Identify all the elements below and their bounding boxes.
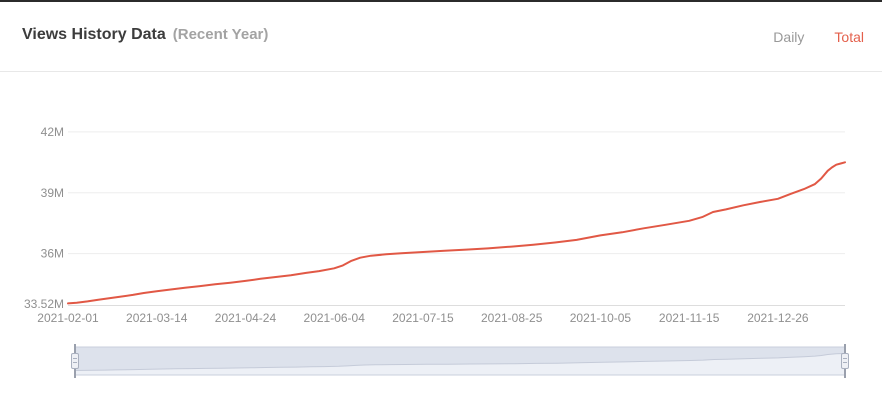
chart-title: Views History Data (22, 26, 166, 43)
slider-handle-right[interactable] (841, 353, 849, 369)
slider-data-shadow-line (74, 353, 846, 371)
x-axis-tick-label: 2021-08-25 (481, 311, 543, 325)
y-axis-tick-label: 36M (41, 247, 64, 261)
x-axis-tick-label: 2021-04-24 (215, 311, 277, 325)
y-axis-tick-label: 42M (41, 125, 64, 139)
y-axis-tick-label: 39M (41, 186, 64, 200)
slider-handle-left[interactable] (71, 353, 79, 369)
x-axis-tick-label: 2021-10-05 (570, 311, 632, 325)
chart-subtitle: (Recent Year) (172, 26, 269, 43)
toggle-total[interactable]: Total (834, 29, 864, 45)
y-axis-tick-label: 33.52M (24, 297, 64, 311)
x-axis-tick-label: 2021-11-15 (659, 311, 720, 325)
toggle-daily[interactable]: Daily (773, 29, 805, 45)
views-series-line (67, 161, 846, 305)
slider-data-shadow-area (75, 353, 845, 375)
x-axis-tick-label: 2021-03-14 (126, 311, 188, 325)
x-axis-tick-label: 2021-02-01 (37, 311, 99, 325)
x-axis-tick-label: 2021-06-04 (304, 311, 366, 325)
mode-toggle: Daily Total (773, 29, 864, 45)
panel-header: Views History Data (Recent Year) Daily T… (0, 2, 882, 72)
x-axis-tick-label: 2021-07-15 (392, 311, 454, 325)
panel-title-wrap: Views History Data (Recent Year) (22, 26, 268, 44)
x-axis-tick-label: 2021-12-26 (747, 311, 809, 325)
